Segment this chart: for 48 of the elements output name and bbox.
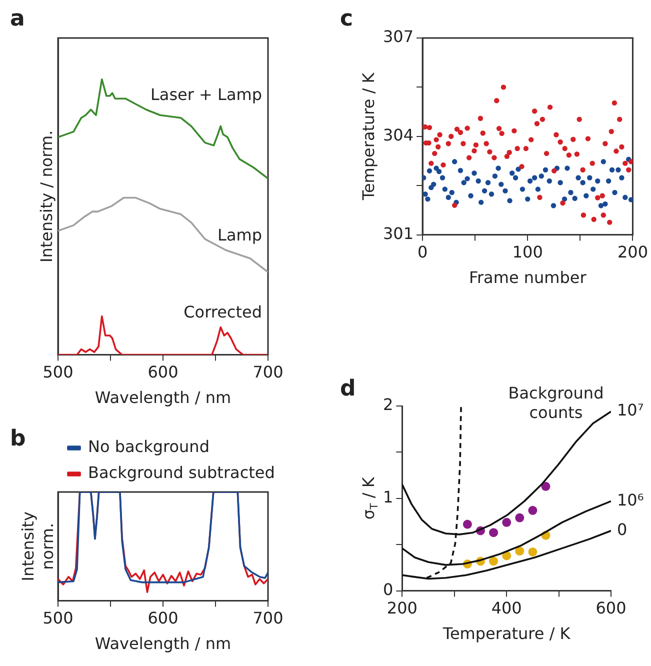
series-label: Lamp <box>218 225 262 244</box>
y-tick-label: 1 <box>382 488 394 507</box>
x-tick-label: 500 <box>42 608 74 628</box>
x-tick-label: 400 <box>491 598 522 618</box>
legend-label: Background subtracted <box>88 463 275 482</box>
point <box>528 506 538 515</box>
legend-title: Background counts <box>508 384 604 422</box>
x-axis-title: Wavelength / nm <box>94 388 232 407</box>
point <box>502 518 512 527</box>
x-axis-title: Wavelength / nm <box>94 634 232 653</box>
y-tick-label: 304 <box>382 126 414 145</box>
x-tick-label: 600 <box>148 608 178 628</box>
chart-title: a <box>10 6 25 32</box>
point <box>489 556 498 566</box>
x-tick-label: 700 <box>252 362 284 382</box>
y-axis-title: Intensity / norm. <box>37 130 56 262</box>
point <box>462 520 472 529</box>
x-tick-label: 200 <box>617 242 648 262</box>
y-axis-title: Temperature / K <box>359 72 378 202</box>
x-axis-title: Temperature / K <box>442 624 571 643</box>
point <box>515 546 524 556</box>
y-axis-title: σT / K <box>359 476 381 520</box>
series-label: Corrected <box>184 302 262 322</box>
series-label: 0 <box>617 520 628 539</box>
x-tick-label: 700 <box>252 608 284 628</box>
point <box>489 528 498 538</box>
x-tick-label: 500 <box>42 362 74 382</box>
y-tick-label: 0 <box>382 580 394 599</box>
x-tick-label: 200 <box>386 598 418 618</box>
y-axis-title: Intensity norm. <box>18 512 57 582</box>
point <box>528 547 538 556</box>
y-tick-label: 2 <box>382 395 394 414</box>
chart-title: c <box>340 6 354 32</box>
y-tick-label: 307 <box>382 27 414 46</box>
series-label: 10⁷ <box>617 400 644 420</box>
chart-title: b <box>10 426 26 452</box>
x-tick-label: 600 <box>148 362 178 382</box>
x-tick-label: 0 <box>417 242 428 262</box>
chart-title: d <box>340 376 356 402</box>
y-tick-label: 301 <box>382 224 414 243</box>
x-tick-label: 100 <box>512 242 543 262</box>
series-label: Laser + Lamp <box>150 84 262 104</box>
point <box>541 482 550 491</box>
x-tick-label: 600 <box>596 598 626 618</box>
point <box>515 513 524 522</box>
series-label: 10⁶ <box>617 490 644 510</box>
x-axis-title: Frame number <box>468 268 587 287</box>
legend-label: No background <box>88 437 210 456</box>
